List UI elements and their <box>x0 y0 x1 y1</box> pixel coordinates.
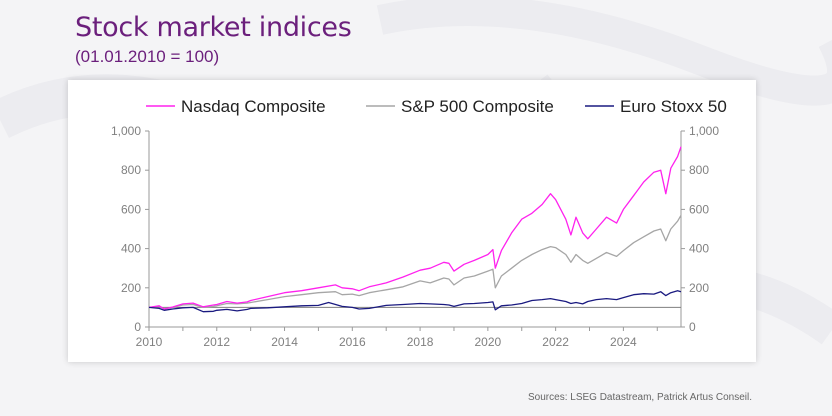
legend-sp500-composite: S&P 500 Composite <box>366 97 554 116</box>
line-chart: 0 200 400 600 800 1,000 0 200 400 600 800 1,000 2010… <box>111 97 727 349</box>
legend-nasdaq-composite: Nasdaq Composite <box>146 97 326 116</box>
page-subtitle: (01.01.2010 = 100) <box>75 47 220 66</box>
chart-panel: 0 200 400 600 800 1,000 0 200 400 600 800 1,000 2010… <box>68 80 756 362</box>
legend-label: Nasdaq Composite <box>181 97 326 116</box>
x-tick-label: 2020 <box>475 335 502 349</box>
y-tick-label-right: 600 <box>689 202 709 216</box>
x-tick-label: 2018 <box>407 335 434 349</box>
y-tick-label-right: 400 <box>689 242 709 256</box>
y-tick-label-right: 200 <box>689 281 709 295</box>
nasdaq-composite-line <box>148 146 682 310</box>
y-tick-label-left: 200 <box>121 281 141 295</box>
y-tick-label-left: 0 <box>134 320 141 334</box>
euro-stoxx-50-line <box>148 290 682 313</box>
y-tick-label-left: 800 <box>121 163 141 177</box>
y-tick-label-left: 400 <box>121 242 141 256</box>
x-tick-label: 2010 <box>136 335 163 349</box>
source-note: Sources: LSEG Datastream, Patrick Artus … <box>528 392 752 403</box>
y-tick-label-right: 1,000 <box>689 124 719 138</box>
page-title: Stock market indices <box>75 12 352 43</box>
y-tick-label-right: 0 <box>689 320 696 334</box>
sp500-composite-line <box>148 214 682 310</box>
x-tick-label: 2012 <box>203 335 230 349</box>
y-tick-label-left: 600 <box>121 202 141 216</box>
x-tick-label: 2014 <box>271 335 298 349</box>
x-tick-label: 2022 <box>542 335 569 349</box>
legend-label: Euro Stoxx 50 <box>620 97 727 116</box>
y-tick-label-right: 800 <box>689 163 709 177</box>
legend-euro-stoxx-50: Euro Stoxx 50 <box>585 97 727 116</box>
legend-label: S&P 500 Composite <box>401 97 554 116</box>
x-tick-label: 2016 <box>339 335 366 349</box>
y-tick-label-left: 1,000 <box>111 124 141 138</box>
x-tick-label: 2024 <box>610 335 637 349</box>
